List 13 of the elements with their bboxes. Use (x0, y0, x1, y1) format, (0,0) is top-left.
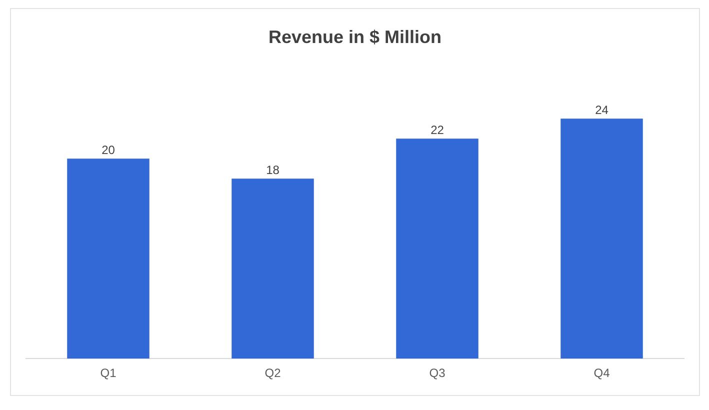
data-label: 22 (430, 122, 444, 137)
data-label: 18 (266, 162, 280, 177)
bar (560, 118, 643, 359)
data-label: 20 (102, 142, 116, 157)
x-tick-label: Q3 (429, 366, 446, 380)
bar (67, 158, 150, 359)
chart-title: Revenue in $ Million (268, 26, 442, 47)
bar (396, 138, 478, 359)
x-tick-label: Q1 (100, 366, 117, 380)
bar (232, 178, 314, 359)
x-tick-label: Q2 (264, 366, 282, 380)
x-tick-label: Q4 (594, 366, 610, 380)
data-label: 24 (595, 102, 609, 117)
